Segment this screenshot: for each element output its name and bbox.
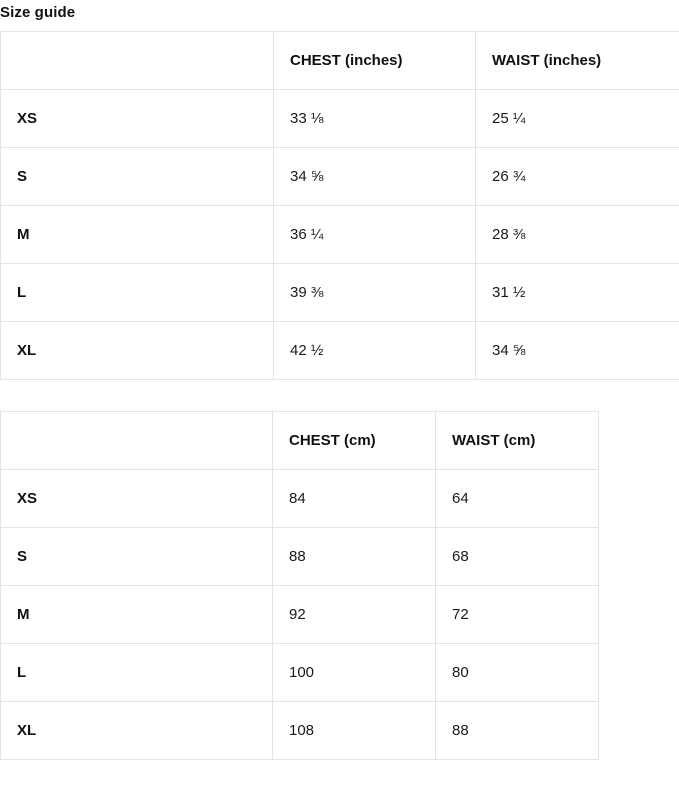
cell-waist-value: 34 ⅝ [475, 321, 679, 380]
row-size-label: S [0, 147, 274, 206]
cell-chest-value: 92 [272, 585, 436, 644]
row-size-label: XS [0, 89, 274, 148]
cell-waist-value: 80 [435, 643, 599, 702]
column-header-waist: WAIST (inches) [475, 31, 679, 90]
table-header-row: CHEST (cm) WAIST (cm) [0, 411, 599, 470]
table-header-row: CHEST (inches) WAIST (inches) [0, 31, 679, 90]
size-table-inches-wrapper: CHEST (inches) WAIST (inches) XS 33 ⅛ 25… [0, 31, 679, 380]
column-header-size [0, 411, 273, 470]
page-title: Size guide [0, 4, 76, 21]
cell-chest-value: 36 ¼ [273, 205, 476, 264]
cell-chest-value: 100 [272, 643, 436, 702]
row-size-label: M [0, 205, 274, 264]
cell-chest-value: 108 [272, 701, 436, 760]
table-row: M 36 ¼ 28 ⅜ [0, 205, 679, 264]
row-size-label: M [0, 585, 273, 644]
table-row: L 100 80 [0, 643, 599, 702]
cell-chest-value: 88 [272, 527, 436, 586]
row-size-label: XS [0, 469, 273, 528]
cell-chest-value: 42 ½ [273, 321, 476, 380]
table-inches-header: CHEST (inches) WAIST (inches) [0, 31, 679, 90]
cell-waist-value: 31 ½ [475, 263, 679, 322]
cell-chest-value: 39 ⅜ [273, 263, 476, 322]
cell-chest-value: 34 ⅝ [273, 147, 476, 206]
table-row: S 88 68 [0, 527, 599, 586]
row-size-label: XL [0, 701, 273, 760]
row-size-label: XL [0, 321, 274, 380]
table-row: XS 84 64 [0, 469, 599, 528]
table-row: XL 108 88 [0, 701, 599, 760]
size-table-cm: CHEST (cm) WAIST (cm) XS 84 64 S 88 68 M… [0, 411, 599, 760]
cell-waist-value: 68 [435, 527, 599, 586]
cell-waist-value: 28 ⅜ [475, 205, 679, 264]
cell-waist-value: 26 ¾ [475, 147, 679, 206]
cell-chest-value: 33 ⅛ [273, 89, 476, 148]
cell-waist-value: 88 [435, 701, 599, 760]
table-cm-body: XS 84 64 S 88 68 M 92 72 L 100 80 [0, 469, 599, 760]
column-header-waist: WAIST (cm) [435, 411, 599, 470]
row-size-label: L [0, 263, 274, 322]
cell-waist-value: 25 ¼ [475, 89, 679, 148]
table-row: M 92 72 [0, 585, 599, 644]
row-size-label: S [0, 527, 273, 586]
size-table-cm-wrapper: CHEST (cm) WAIST (cm) XS 84 64 S 88 68 M… [0, 411, 679, 760]
table-row: XS 33 ⅛ 25 ¼ [0, 89, 679, 148]
table-row: XL 42 ½ 34 ⅝ [0, 321, 679, 380]
table-row: S 34 ⅝ 26 ¾ [0, 147, 679, 206]
column-header-chest: CHEST (inches) [273, 31, 476, 90]
row-size-label: L [0, 643, 273, 702]
cell-waist-value: 72 [435, 585, 599, 644]
size-table-inches: CHEST (inches) WAIST (inches) XS 33 ⅛ 25… [0, 31, 679, 380]
table-cm-header: CHEST (cm) WAIST (cm) [0, 411, 599, 470]
cell-chest-value: 84 [272, 469, 436, 528]
column-header-chest: CHEST (cm) [272, 411, 436, 470]
table-inches-body: XS 33 ⅛ 25 ¼ S 34 ⅝ 26 ¾ M 36 ¼ 28 ⅜ L 3… [0, 89, 679, 380]
cell-waist-value: 64 [435, 469, 599, 528]
table-row: L 39 ⅜ 31 ½ [0, 263, 679, 322]
column-header-size [0, 31, 274, 90]
